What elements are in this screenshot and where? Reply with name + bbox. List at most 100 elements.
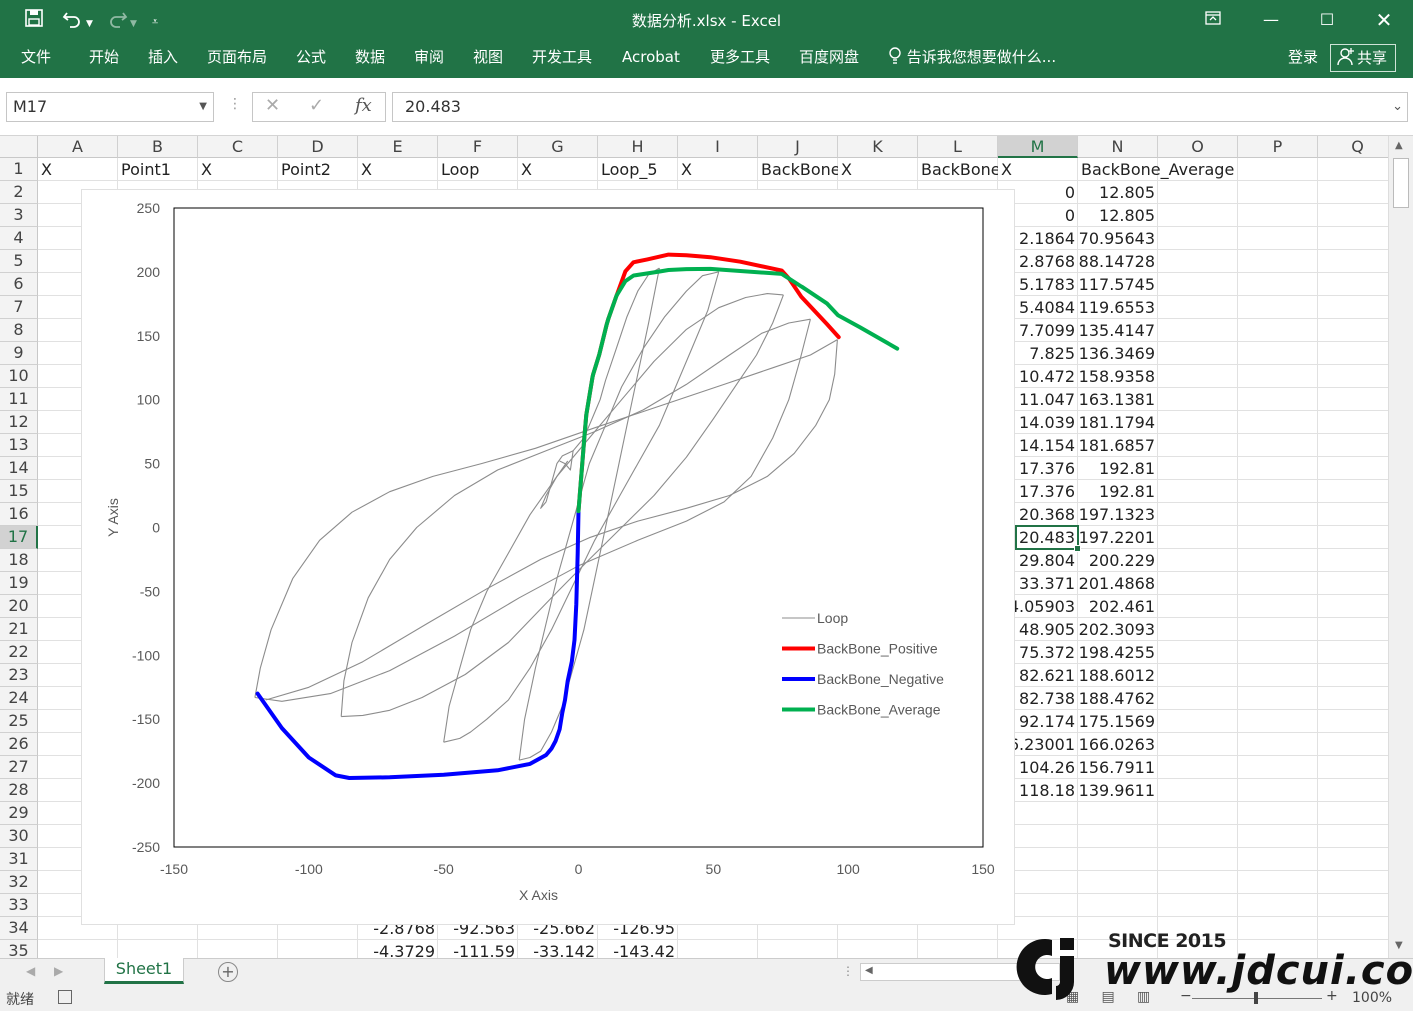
table-cell[interactable]: 48.905: [1019, 620, 1075, 639]
row-header[interactable]: 2: [0, 181, 38, 204]
row-header[interactable]: 26: [0, 733, 38, 756]
table-cell[interactable]: -143.42: [613, 942, 675, 958]
header-cell[interactable]: BackBone_: [761, 160, 838, 179]
table-cell[interactable]: 2.1864: [1019, 229, 1075, 248]
row-header[interactable]: 12: [0, 411, 38, 434]
sheet-tab-sheet1[interactable]: Sheet1: [104, 958, 184, 984]
table-cell[interactable]: -33.142: [533, 942, 595, 958]
tab-home[interactable]: 开始: [89, 48, 120, 66]
table-cell[interactable]: 0: [1064, 183, 1075, 202]
column-header[interactable]: L: [918, 136, 998, 158]
table-cell[interactable]: 5.4084: [1019, 298, 1075, 317]
active-cell[interactable]: [1015, 525, 1081, 552]
column-header[interactable]: E: [358, 136, 438, 158]
row-header[interactable]: 22: [0, 641, 38, 664]
table-cell[interactable]: 202.3093: [1078, 620, 1155, 639]
table-cell[interactable]: 175.1569: [1078, 712, 1155, 731]
row-header[interactable]: 17: [0, 526, 38, 549]
table-cell[interactable]: 188.4762: [1078, 689, 1155, 708]
expand-formula-icon[interactable]: ⌄: [1392, 99, 1403, 114]
header-cell[interactable]: X: [521, 160, 532, 179]
tab-split-handle-icon[interactable]: ⋮: [842, 964, 854, 978]
table-cell[interactable]: 117.5745: [1078, 275, 1155, 294]
row-header[interactable]: 4: [0, 227, 38, 250]
undo-dropdown-icon[interactable]: ▼: [86, 19, 93, 29]
table-cell[interactable]: 198.4255: [1078, 643, 1155, 662]
tab-view[interactable]: 视图: [473, 48, 504, 66]
table-cell[interactable]: 4.05903: [1008, 597, 1075, 616]
header-cell[interactable]: X: [41, 160, 52, 179]
scroll-left-icon[interactable]: ◀: [26, 964, 36, 978]
row-header[interactable]: 8: [0, 319, 38, 342]
tab-page-layout[interactable]: 页面布局: [207, 48, 268, 66]
header-cell[interactable]: X: [201, 160, 212, 179]
table-cell[interactable]: 88.14728: [1078, 252, 1155, 271]
table-cell[interactable]: 20.483: [1019, 528, 1075, 547]
column-header[interactable]: H: [598, 136, 678, 158]
tab-developer[interactable]: 开发工具: [532, 48, 593, 66]
row-header[interactable]: 25: [0, 710, 38, 733]
login-link[interactable]: 登录: [1288, 48, 1319, 66]
table-cell[interactable]: 156.7911: [1078, 758, 1155, 777]
column-header[interactable]: P: [1238, 136, 1318, 158]
row-header[interactable]: 7: [0, 296, 38, 319]
table-cell[interactable]: 7.825: [1029, 344, 1075, 363]
horizontal-scrollbar[interactable]: ◀: [860, 963, 1060, 981]
column-header[interactable]: I: [678, 136, 758, 158]
table-cell[interactable]: 10.472: [1019, 367, 1075, 386]
table-cell[interactable]: 14.154: [1019, 436, 1075, 455]
row-header[interactable]: 15: [0, 480, 38, 503]
column-header[interactable]: Q: [1318, 136, 1388, 158]
header-cell[interactable]: Point2: [281, 160, 331, 179]
zoom-out-icon[interactable]: −: [1180, 988, 1192, 1004]
row-header[interactable]: 21: [0, 618, 38, 641]
column-header[interactable]: J: [758, 136, 838, 158]
tell-me-box[interactable]: 告诉我您想要做什么...: [888, 46, 1056, 68]
table-cell[interactable]: 20.368: [1019, 505, 1075, 524]
formula-input[interactable]: 20.483 ⌄: [392, 92, 1408, 122]
scroll-thumb[interactable]: [1393, 158, 1409, 208]
table-cell[interactable]: 7.7099: [1019, 321, 1075, 340]
row-header[interactable]: 19: [0, 572, 38, 595]
table-cell[interactable]: 33.371: [1019, 574, 1075, 593]
table-cell[interactable]: 192.81: [1099, 482, 1155, 501]
scroll-right-icon[interactable]: ▶: [54, 964, 64, 978]
chevron-down-icon[interactable]: ▼: [199, 101, 207, 112]
row-header[interactable]: 5: [0, 250, 38, 273]
tab-baidu-netdisk[interactable]: 百度网盘: [799, 48, 860, 66]
table-cell[interactable]: 70.95643: [1078, 229, 1155, 248]
zoom-knob[interactable]: [1254, 992, 1258, 1004]
table-cell[interactable]: 2.8768: [1019, 252, 1075, 271]
column-header[interactable]: C: [198, 136, 278, 158]
table-cell[interactable]: 201.4868: [1078, 574, 1155, 593]
redo-icon[interactable]: [106, 8, 128, 35]
table-cell[interactable]: 0: [1064, 206, 1075, 225]
tab-acrobat[interactable]: Acrobat: [622, 48, 680, 66]
table-cell[interactable]: 17.376: [1019, 482, 1075, 501]
row-header[interactable]: 33: [0, 894, 38, 917]
row-header[interactable]: 20: [0, 595, 38, 618]
column-header[interactable]: F: [438, 136, 518, 158]
row-header[interactable]: 6: [0, 273, 38, 296]
row-header[interactable]: 34: [0, 917, 38, 940]
table-cell[interactable]: 119.6553: [1078, 298, 1155, 317]
header-cell[interactable]: Point1: [121, 160, 171, 179]
row-header[interactable]: 1: [0, 158, 38, 181]
row-header[interactable]: 31: [0, 848, 38, 871]
table-cell[interactable]: 200.229: [1088, 551, 1155, 570]
table-cell[interactable]: 197.1323: [1078, 505, 1155, 524]
column-header[interactable]: M: [998, 136, 1078, 158]
table-cell[interactable]: 82.738: [1019, 689, 1075, 708]
tab-more-tools[interactable]: 更多工具: [710, 48, 771, 66]
header-cell[interactable]: BackBone_Average: [1081, 160, 1235, 179]
table-cell[interactable]: 181.6857: [1078, 436, 1155, 455]
chart[interactable]: 250 200 150 100 50 0 -50 -100 -150 -200 -250 -150 -1…: [81, 189, 1015, 925]
table-cell[interactable]: 75.372: [1019, 643, 1075, 662]
row-header[interactable]: 24: [0, 687, 38, 710]
header-cell[interactable]: X: [681, 160, 692, 179]
row-header[interactable]: 35: [0, 940, 38, 958]
header-cell[interactable]: Loop_5: [601, 160, 658, 179]
undo-icon[interactable]: [62, 8, 84, 35]
row-header[interactable]: 23: [0, 664, 38, 687]
minimize-icon[interactable]: —: [1263, 10, 1279, 29]
